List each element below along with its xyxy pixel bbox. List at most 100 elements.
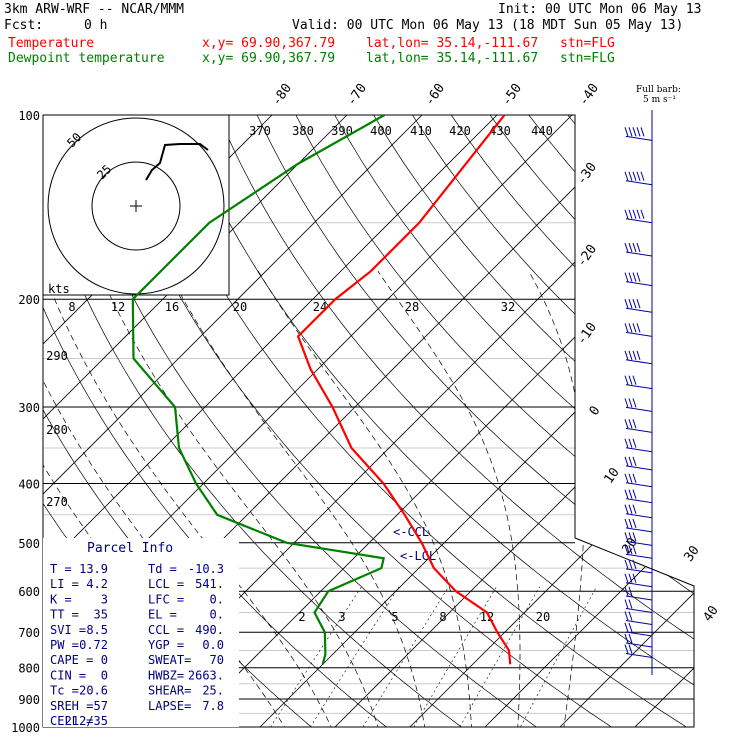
temperature-legend-xy: x,y= 69.90,367.79 [202,36,336,51]
wind-barb-flag [628,127,633,137]
wind-barb-flag [632,323,637,333]
isotherm-line [171,115,694,727]
wind-barb-flag [628,242,633,253]
mixing-ratio-label: 2 [298,610,305,624]
wind-barb [624,518,653,533]
parcel-cell: 70 [210,653,224,667]
wind-barb-flag [628,532,633,542]
parcel-cell: 4.2 [86,577,108,591]
forecast-label: Fcst: [4,18,44,33]
wind-barb-flag [624,209,629,219]
theta-label: 410 [410,124,432,138]
parcel-cell: 57 [94,699,108,713]
wind-barb-flag [624,599,629,609]
theta-label: 380 [292,124,314,138]
wind-barb-staff [625,540,653,546]
isotherm-label: 20 [619,535,640,556]
wind-barb-staff [625,498,653,504]
dry-adiabat [56,115,556,727]
wind-barb-flag [632,209,637,219]
barb-legend-line1: Full barb: [636,85,681,95]
ccl-marker: <-CCL [393,525,429,539]
parcel-cell: SHEAR= [148,684,191,698]
wind-barb-flag [624,532,629,542]
moist-adiabat [98,271,383,727]
theta-label: 390 [331,124,353,138]
wind-barb [624,599,653,613]
wind-barb [624,209,653,224]
wind-barb-flag [624,518,629,529]
pressure-label-200: 200 [18,293,40,307]
isotherm-label: 0 [587,403,604,418]
dry-adiabat [508,115,694,727]
wind-barb-staff [625,427,653,433]
mixing-ratio-label: 3 [338,610,345,624]
pressure-label-300: 300 [18,401,40,415]
wind-barb-flag [628,419,633,429]
parcel-cell: 541. [195,577,224,591]
parcel-cell: SWEAT= [148,653,191,667]
wind-barb-staff [625,608,653,613]
wind-barb-flag [632,350,637,360]
pressure-label-100: 100 [18,109,40,123]
wind-barb-flag [628,622,633,633]
wind-barb-flag [628,559,633,570]
temperature-profile [296,114,512,665]
parcel-cell: 13.9 [79,562,108,576]
wind-barb-flag [624,611,629,621]
wind-barb-flag [624,419,629,429]
wind-barb [624,419,653,433]
pressure-label-500: 500 [18,537,40,551]
isotherm-label: -40 [576,81,602,109]
hodograph-speed-label: 8 [68,300,75,314]
wind-barb-staff [625,482,653,488]
wind-barb-staff [625,251,653,257]
isotherm-line [321,115,694,727]
mixing-ratio-line [262,586,362,727]
mixing-ratio-line [513,586,597,727]
wind-barb-flag [632,504,637,514]
parcel-cell: CAPE = [50,653,93,667]
wind-barb-flag [624,644,629,654]
wind-barb-flag [628,545,633,555]
wind-barb-flag [628,644,633,654]
valid-time: Valid: 00 UTC Mon 06 May 13 (18 MDT Sun … [292,18,684,33]
theta-label: 370 [249,124,271,138]
wind-barb-flag [632,299,637,309]
theta-label: 270 [46,495,68,509]
wind-barb-flag [636,350,641,360]
wind-barb-flag [624,504,629,514]
mixing-ratio-label: 8 [439,610,446,624]
wind-barb-flag [632,573,637,583]
wind-barb-flag [632,532,637,542]
wind-barb-staff [625,527,653,533]
moist-adiabat [43,271,338,727]
isotherm-line [43,115,376,727]
wind-barb-flag [628,586,633,597]
temperature-legend-station: stn=FLG [560,36,615,51]
pressure-label-800: 800 [18,662,40,676]
wind-barb-staff [625,331,653,337]
wind-barb-flag [640,171,645,181]
wind-barb-flag [624,456,629,466]
hodograph-units: kts [48,282,70,296]
dewpoint-legend-xy: x,y= 69.90,367.79 [202,51,336,66]
dry-adiabat [621,115,694,727]
isotherm-label: -60 [422,81,448,109]
mixing-ratio-line [452,586,540,727]
wind-barb-flag [640,127,645,137]
wind-barb-flag [628,272,633,282]
isotherm-label: 10 [601,465,622,486]
wind-barb-staff [625,595,653,601]
isotherm-label: -70 [344,81,370,109]
parcel-cell: 0.0 [202,638,224,652]
wind-barb-flag [628,299,633,309]
dry-adiabat [93,115,632,727]
wind-barb-flag [628,171,633,181]
dry-adiabat [169,115,694,727]
parcel-cell: LFC = [148,592,184,606]
parcel-cell: Td = [148,562,177,576]
theta-label: 440 [531,124,553,138]
